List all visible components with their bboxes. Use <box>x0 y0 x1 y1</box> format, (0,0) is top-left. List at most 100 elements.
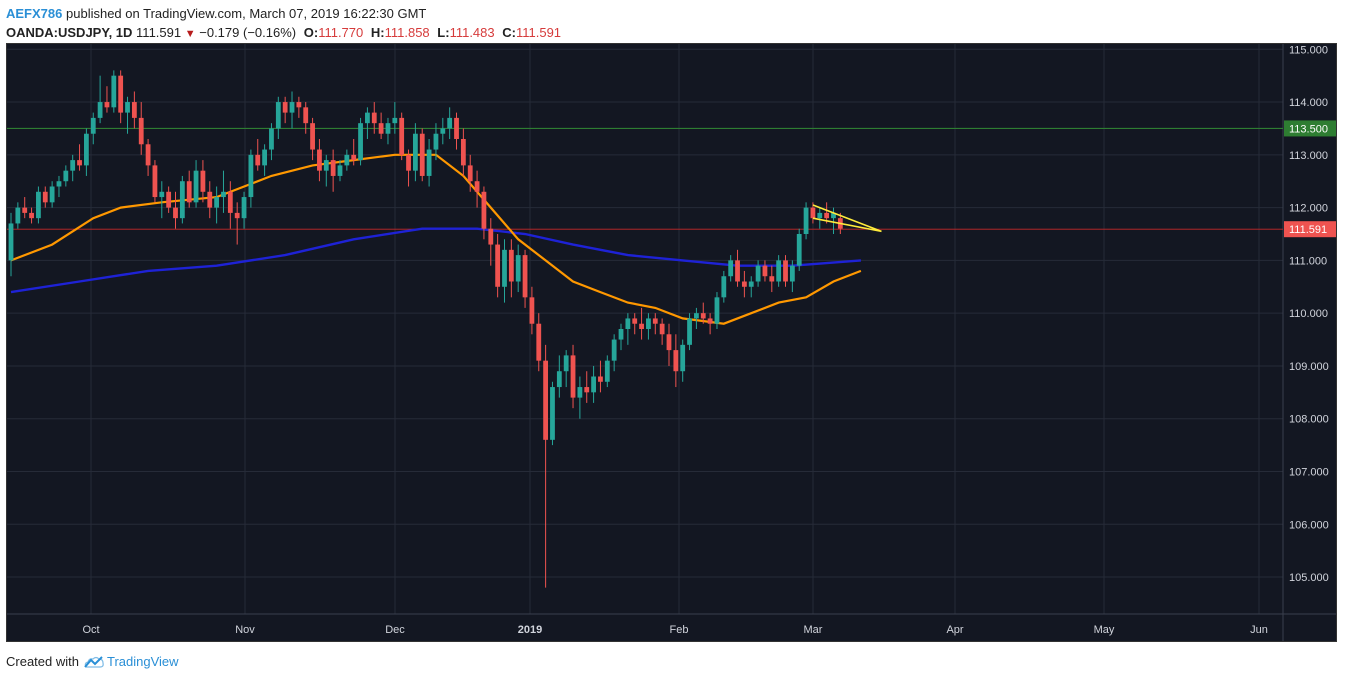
candle-body <box>762 265 768 277</box>
candle <box>207 181 213 219</box>
candle <box>269 123 274 161</box>
candle <box>83 128 89 176</box>
tradingview-cloud-logo-icon[interactable] <box>83 655 105 669</box>
candle <box>97 75 103 124</box>
resistance-badge-text: 113.500 <box>1289 123 1328 135</box>
candle <box>56 175 62 198</box>
candle <box>680 339 686 382</box>
candle-body <box>646 318 651 329</box>
candle-body <box>317 149 322 171</box>
candle <box>796 228 802 271</box>
candle-body <box>584 387 590 393</box>
candle-body <box>104 102 110 108</box>
candle <box>447 107 453 139</box>
candle-body <box>714 297 720 324</box>
high-value: 111.858 <box>384 25 430 40</box>
candle <box>666 323 672 366</box>
symbol-label: OANDA:USDJPY, 1D <box>6 25 133 40</box>
candle-body <box>358 123 363 161</box>
chart-area[interactable]: 105.000 106.000 107.000 108.000 109.000 110.0… <box>6 43 1337 642</box>
candle <box>406 149 411 187</box>
candle <box>687 313 692 351</box>
candle-body <box>173 207 178 219</box>
last-price: 111.591 <box>136 25 182 40</box>
candle <box>625 313 631 345</box>
candle <box>454 112 459 150</box>
candle-body <box>365 112 370 124</box>
candle <box>556 355 562 398</box>
candle-body <box>22 207 28 213</box>
candle <box>735 249 740 287</box>
candle <box>214 186 220 224</box>
candle-body <box>550 387 555 440</box>
candle-body <box>680 344 686 372</box>
candle <box>145 139 151 176</box>
candle <box>721 270 727 303</box>
candle <box>255 139 261 171</box>
x-tick-label: Apr <box>946 624 963 636</box>
candle-body <box>207 191 213 208</box>
author-name[interactable]: AEFX786 <box>6 6 63 21</box>
candle-body <box>666 334 672 351</box>
candle-body <box>652 318 658 324</box>
candle <box>570 344 576 409</box>
candle <box>536 313 542 372</box>
candle-body <box>769 276 775 282</box>
candle <box>365 107 370 139</box>
candle-body <box>467 165 473 182</box>
candle <box>166 186 172 213</box>
slow-moving-average-line <box>10 227 861 294</box>
tradingview-brand[interactable]: TradingView <box>106 654 179 669</box>
last-price-badge-bg <box>1284 221 1336 238</box>
candle <box>248 149 254 208</box>
candle <box>310 117 315 161</box>
candle-body <box>543 360 549 440</box>
x-tick-label: Jun <box>1250 624 1268 636</box>
x-tick-label: Dec <box>385 624 405 636</box>
published-text: published on TradingView.com, March 07, … <box>66 6 427 21</box>
candle-body <box>748 281 754 287</box>
candle-body <box>399 117 405 155</box>
high-label: H: <box>370 25 385 40</box>
candle <box>22 197 28 219</box>
candle <box>159 181 165 219</box>
last-price-badge-text: 111.591 <box>1289 224 1327 236</box>
candle-body <box>36 191 41 219</box>
candle <box>632 313 638 335</box>
candle <box>598 360 603 393</box>
candle <box>29 207 34 224</box>
resistance-badge-bg <box>1284 120 1336 137</box>
close-label: C: <box>502 25 516 40</box>
candle-body <box>536 323 542 361</box>
publish-line: AEFX786 published on TradingView.com, Ma… <box>6 4 1336 23</box>
candle <box>186 170 192 208</box>
candle <box>344 149 350 171</box>
candle-body <box>214 197 220 208</box>
candle-body <box>8 223 14 261</box>
candle <box>502 239 507 303</box>
candle <box>419 128 425 182</box>
candle <box>77 144 82 171</box>
candle-body <box>824 212 830 219</box>
candle-body <box>618 329 624 340</box>
candle <box>221 170 226 213</box>
candle-body <box>776 260 782 282</box>
candle <box>488 218 494 266</box>
candle <box>317 139 322 182</box>
candle <box>652 313 658 335</box>
low-label: L: <box>437 25 450 40</box>
candle <box>227 181 233 229</box>
candle <box>152 160 158 203</box>
candle-body <box>474 181 480 192</box>
y-tick-label: 110.000 <box>1289 308 1328 320</box>
candle <box>577 376 583 419</box>
candle-body <box>412 133 418 171</box>
chart-svg[interactable]: 105.000 106.000 107.000 108.000 109.000 110.0… <box>7 44 1337 642</box>
candle-body <box>269 128 274 150</box>
candle-body <box>796 234 802 266</box>
candle-body <box>159 191 165 198</box>
candle <box>193 160 199 208</box>
candle <box>700 302 706 324</box>
y-tick-label: 112.000 <box>1289 203 1328 215</box>
candle <box>467 154 473 192</box>
